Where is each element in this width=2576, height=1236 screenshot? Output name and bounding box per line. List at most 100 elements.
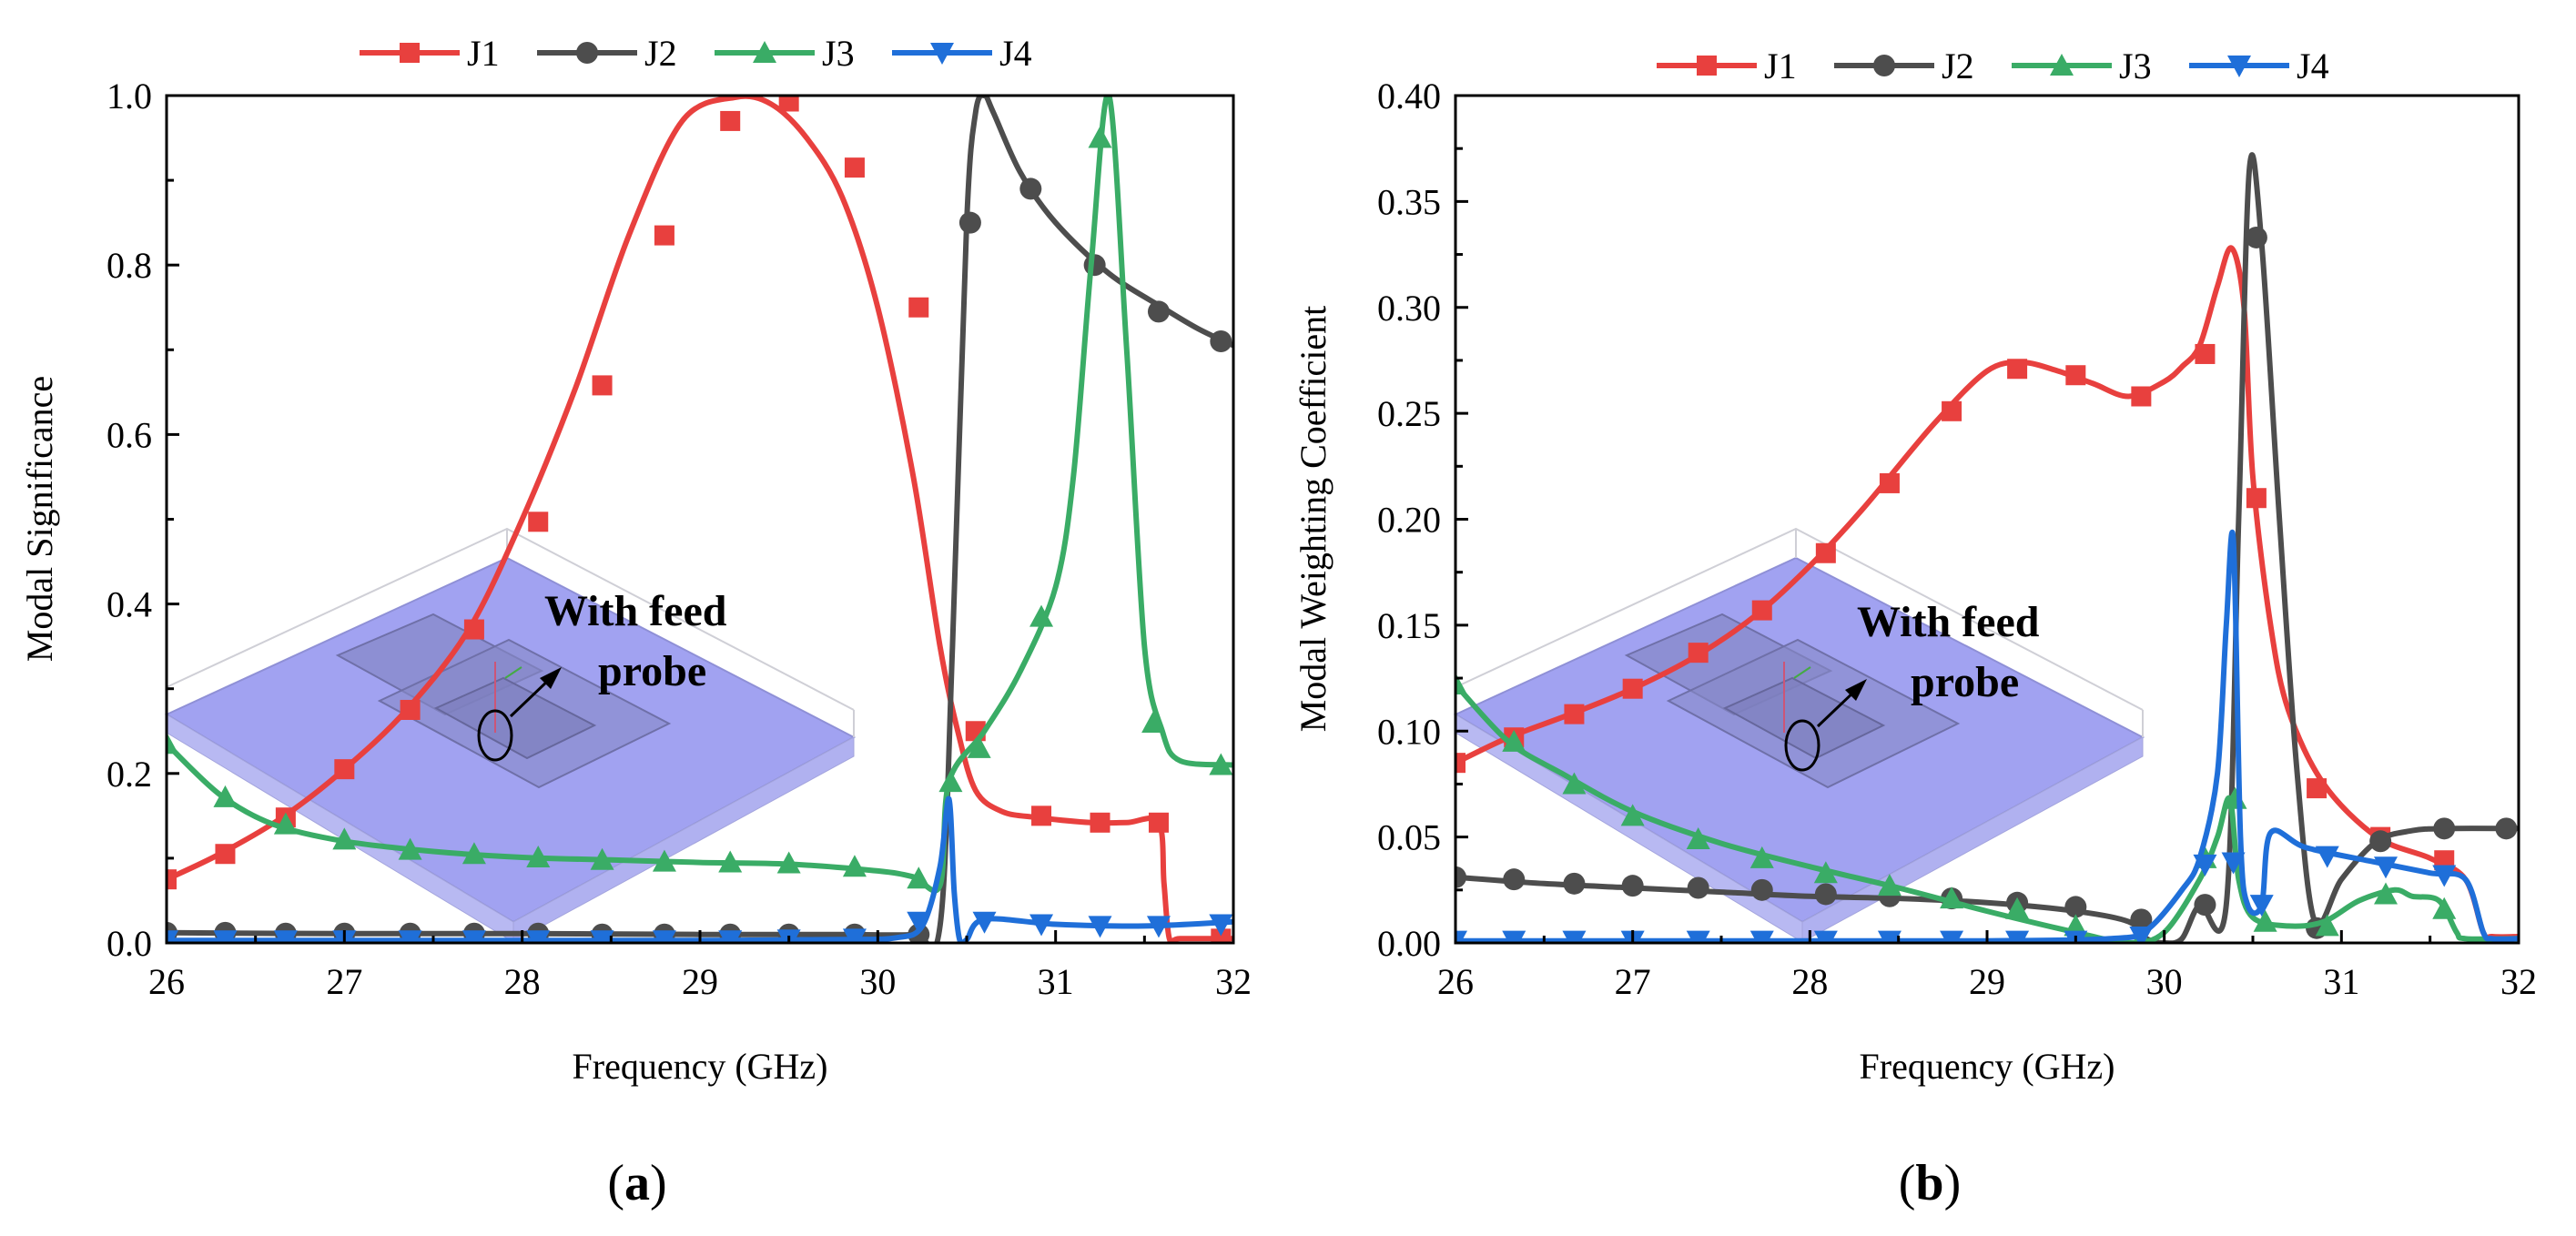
- data-point-j2: [1503, 868, 1526, 891]
- legend-marker-j2: [576, 42, 598, 64]
- legend-label-j4: J4: [999, 33, 1032, 74]
- inset-annotation-line2: probe: [1911, 658, 2019, 706]
- data-point-j2: [2194, 894, 2216, 917]
- y-tick-label: 0.8: [106, 245, 152, 286]
- data-point-j4: [273, 930, 298, 943]
- y-tick-label: 0.20: [1377, 500, 1441, 541]
- antenna-inset-image: [164, 527, 857, 943]
- data-point-j3: [398, 837, 422, 860]
- x-axis-title-b: Frequency (GHz): [1860, 1046, 2115, 1087]
- data-point-j1: [2307, 778, 2328, 799]
- data-point-j3: [938, 770, 963, 793]
- legend-marker-j2: [1873, 55, 1895, 76]
- feed-probe-marker: [1784, 719, 1820, 772]
- data-point-j1: [1455, 753, 1465, 774]
- data-point-j4: [842, 928, 867, 943]
- legend-label-j3: J3: [2119, 46, 2152, 86]
- data-point-j4: [2432, 865, 2457, 887]
- legend-marker-j1: [1697, 56, 1717, 76]
- data-point-j3: [1029, 604, 1054, 627]
- data-point-j1: [2246, 488, 2267, 509]
- data-point-j4: [1209, 914, 1233, 937]
- data-point-j1: [167, 869, 177, 890]
- data-point-j4: [461, 930, 486, 943]
- x-tick-label: 30: [2146, 961, 2183, 1002]
- data-point-j4: [1502, 930, 1526, 943]
- data-point-j2: [1687, 876, 1709, 899]
- inset-annotation-line1: With feed: [1857, 598, 2040, 646]
- series-j3: [1455, 673, 2519, 943]
- legend-marker-j1: [400, 43, 420, 63]
- data-point-j1: [908, 297, 929, 318]
- y-tick-label: 0.05: [1377, 817, 1441, 858]
- legend-a: J1 J2 J3 J4: [360, 33, 1032, 74]
- data-point-j4: [1455, 930, 1467, 943]
- legend-item-j1: J1: [360, 33, 500, 74]
- legend-label-j3: J3: [822, 33, 855, 74]
- y-tick-label: 0.6: [106, 414, 152, 455]
- data-point-j4: [1029, 914, 1054, 937]
- data-point-j3: [1877, 874, 1902, 897]
- data-point-j1: [400, 699, 421, 720]
- series-line-j4: [1455, 529, 2519, 943]
- data-point-j4: [1940, 930, 1964, 943]
- data-point-j1: [1564, 704, 1585, 724]
- data-point-j1: [720, 110, 741, 131]
- data-point-j4: [1146, 916, 1171, 938]
- data-point-j4: [1088, 916, 1112, 938]
- x-tick-label: 27: [1615, 961, 1651, 1002]
- data-point-j4: [718, 930, 743, 943]
- x-tick-label: 32: [2500, 961, 2537, 1002]
- x-axis-title-a: Frequency (GHz): [573, 1046, 828, 1087]
- data-point-j2: [1621, 875, 1644, 897]
- plot-area-a: [167, 96, 1233, 943]
- data-point-j3: [2432, 897, 2457, 919]
- inset-annotation-line2: probe: [598, 647, 706, 695]
- data-point-j3: [1209, 753, 1233, 775]
- data-point-j1: [1688, 643, 1709, 664]
- data-point-j4: [2374, 856, 2398, 879]
- x-tick-label: 30: [859, 961, 896, 1002]
- y-tick-label: 1.0: [106, 76, 152, 117]
- data-point-j4: [1562, 930, 1587, 943]
- y-tick-label: 0.35: [1377, 181, 1441, 222]
- legend-label-j4: J4: [2297, 46, 2329, 86]
- series-line-j1: [167, 96, 1233, 943]
- svg-text:(b): (b): [1899, 1155, 1961, 1211]
- y-tick-label: 0.25: [1377, 393, 1441, 434]
- x-tick-label: 26: [148, 961, 185, 1002]
- data-point-j2: [1750, 878, 1773, 901]
- data-point-j4: [2315, 846, 2339, 868]
- data-point-j1: [334, 759, 355, 780]
- data-point-j2: [2064, 896, 2087, 918]
- data-point-j1: [778, 96, 799, 112]
- legend-item-j4: J4: [892, 33, 1032, 74]
- data-point-j2: [2495, 817, 2518, 840]
- data-point-j4: [2005, 930, 2030, 943]
- data-point-j1: [1622, 678, 1643, 699]
- data-point-j3: [167, 732, 178, 755]
- data-point-j1: [1090, 812, 1111, 833]
- legend-item-j1: J1: [1657, 46, 1797, 86]
- legend-item-j3: J3: [715, 33, 855, 74]
- data-point-j3: [1749, 846, 1774, 868]
- series-line-j1: [1455, 245, 2519, 941]
- series-j1: [1455, 245, 2519, 941]
- antenna-inset-image: [1453, 527, 2145, 943]
- data-point-j1: [528, 512, 549, 532]
- legend-label-j1: J1: [1764, 46, 1797, 86]
- data-point-j2: [2369, 830, 2392, 853]
- data-point-j1: [1815, 542, 1836, 563]
- y-tick-label: 0.2: [106, 754, 152, 795]
- data-point-j3: [213, 785, 238, 807]
- y-tick-label: 0.0: [106, 923, 152, 964]
- data-point-j1: [215, 844, 236, 865]
- inset-annotation-line1: With feed: [544, 587, 727, 635]
- data-point-j3: [2374, 882, 2398, 905]
- x-tick-label: 29: [682, 961, 718, 1002]
- x-tick-label: 32: [1215, 961, 1252, 1002]
- data-point-j4: [1749, 930, 1774, 943]
- data-point-j1: [592, 375, 613, 396]
- panel-label-a: (a): [607, 1155, 666, 1211]
